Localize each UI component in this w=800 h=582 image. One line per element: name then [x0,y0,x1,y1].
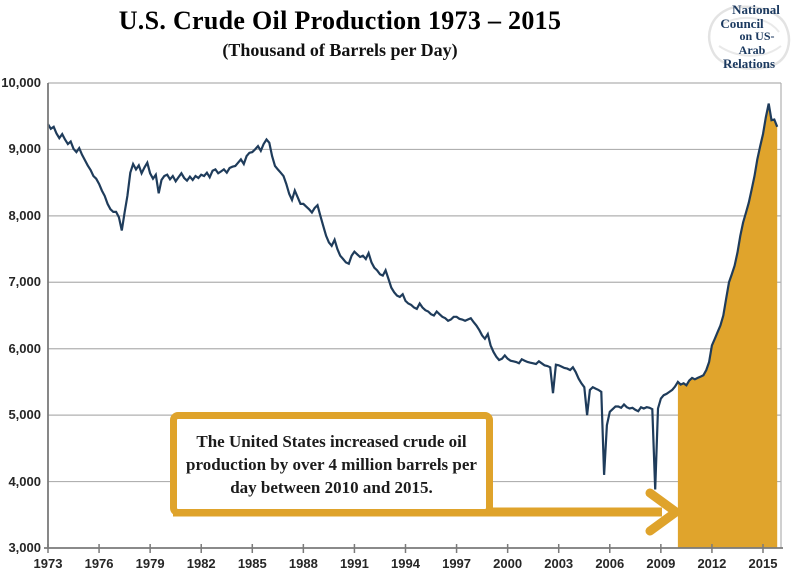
logo-line: National [732,2,780,17]
x-axis-label: 2006 [595,556,625,571]
y-axis-label: 5,000 [8,407,41,423]
x-axis-label: 2003 [544,556,574,571]
org-logo: National Council on US- Arab Relations [701,2,797,74]
x-axis-label: 1985 [237,556,267,571]
annotation-text: The United States increased crude oil pr… [186,431,477,497]
x-axis-label: 1976 [84,556,114,571]
x-axis-label: 1991 [339,556,369,571]
x-axis-label: 2012 [697,556,727,571]
page-title: U.S. Crude Oil Production 1973 – 2015 [118,6,562,35]
crude-oil-production-line [47,103,779,490]
chart-subtitle: (Thousand of Barrels per Day) [222,40,458,60]
y-axis-label: 4,000 [8,473,41,489]
y-axis-label: 3,000 [8,540,41,555]
x-axis-label: 1979 [135,556,165,571]
x-axis-label: 2000 [493,556,523,571]
y-axis-label: 10,000 [1,75,41,90]
x-axis-label: 2015 [748,556,778,571]
logo-line: Council [720,15,764,31]
x-axis-label: 1973 [33,556,63,571]
x-axis-label: 2009 [646,556,676,571]
x-axis-label: 1997 [442,556,472,571]
x-axis-label: 1982 [186,556,216,571]
x-axis-label: 1994 [391,556,420,571]
chart-header: U.S. Crude Oil Production 1973 – 2015 (T… [0,6,680,61]
y-axis-label: 9,000 [8,141,41,157]
highlight-area-2010-2015 [677,103,778,548]
logo-line: on US- [739,29,775,43]
annotation-callout-box: The United States increased crude oil pr… [170,412,493,516]
y-axis-label: 6,000 [8,340,41,356]
logo-calligraphy-background [708,5,791,70]
x-axis-label: 1988 [288,556,318,571]
logo-line: Arab [738,42,766,57]
y-axis-label: 7,000 [8,274,41,290]
logo-text: National Council on US- Arab Relations [701,3,797,71]
annotation-arrow-head [645,488,681,536]
logo-line: Relations [723,56,775,71]
y-axis-label: 8,000 [8,207,41,223]
